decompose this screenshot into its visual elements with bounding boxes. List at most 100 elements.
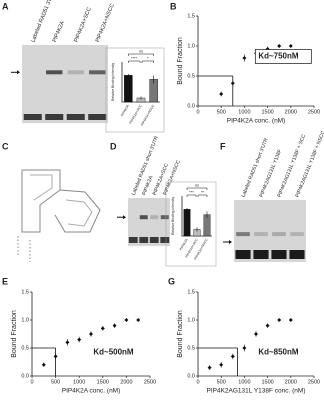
- lane-label: PIP4K2A: [52, 20, 66, 43]
- x-tick-label: PIP4K2A+NSCC: [140, 103, 156, 126]
- y-tick-label: 1.0: [21, 317, 29, 323]
- x-axis-label: PIP4K2A conc. (nM): [227, 118, 286, 125]
- gel-band: [88, 114, 107, 120]
- band-arrow-head: [123, 215, 126, 220]
- gel-band: [139, 215, 148, 220]
- structure-outline: [21, 169, 61, 233]
- y-axis-label: Relative Binding Intensity: [171, 197, 175, 235]
- significance-bracket: [128, 60, 141, 63]
- data-point: [230, 354, 235, 359]
- y-tick-label: 0.0: [187, 373, 195, 379]
- significance-label: ns: [195, 183, 199, 188]
- x-tick-label: 500: [51, 379, 60, 385]
- significance-bracket: [186, 187, 208, 190]
- x-tick-label: 1500: [261, 109, 273, 115]
- x-tick-label: 0: [30, 379, 33, 385]
- data-point: [265, 323, 270, 328]
- data-point: [277, 318, 282, 322]
- gel-band: [46, 70, 63, 75]
- data-point: [242, 56, 247, 60]
- gel-band: [160, 215, 169, 220]
- y-tick-label: 1.5: [187, 289, 195, 295]
- axis: [121, 62, 160, 103]
- significance-bracket: [186, 194, 197, 197]
- significance-label: ns: [139, 49, 143, 54]
- x-tick-label: 2000: [285, 109, 297, 115]
- data-point: [65, 340, 70, 345]
- bar: [124, 75, 133, 103]
- x-axis-label: PIP4K2AG131L Y138F conc. (nM): [207, 388, 306, 395]
- data-point: [89, 332, 93, 336]
- panel-label: F: [220, 141, 226, 151]
- significance-label: ***: [189, 190, 194, 195]
- gel: [22, 45, 108, 123]
- rna-structure: [17, 169, 101, 262]
- axis: [181, 196, 212, 237]
- significance-label: ****: [131, 56, 138, 61]
- y-axis-label: Relative Binding Intensity: [111, 63, 115, 101]
- gel-band: [253, 250, 269, 259]
- lane-label: PIP4K2A+NSCC: [95, 3, 116, 43]
- annotation-box: [254, 49, 312, 64]
- data-point: [219, 92, 224, 96]
- gel-band: [236, 232, 250, 237]
- y-axis-label: Bound Fraction: [177, 37, 184, 85]
- gel-band: [66, 114, 85, 120]
- y-tick-label: 0.0: [187, 103, 195, 109]
- y-tick-label: 1.0: [187, 43, 195, 49]
- y-axis-label: Bound Fraction: [177, 310, 184, 358]
- x-tick-label: 500: [217, 109, 226, 115]
- gel-band: [67, 70, 84, 75]
- x-tick-label: 0: [196, 379, 199, 385]
- significance-label: *: [147, 56, 149, 61]
- x-tick-label: PIP4K2A: [120, 103, 130, 117]
- data-point: [288, 318, 293, 322]
- data-point: [207, 365, 212, 370]
- gel-band: [289, 250, 305, 259]
- data-point: [136, 318, 141, 322]
- x-tick-label: 0: [196, 109, 199, 115]
- gel-band: [254, 232, 268, 237]
- structure-outline: [54, 189, 101, 233]
- y-tick-label: 1.5: [187, 13, 195, 19]
- gel-band: [272, 232, 286, 237]
- x-tick-label: 500: [217, 379, 226, 385]
- data-point: [112, 323, 117, 328]
- gel-band: [150, 215, 159, 220]
- x-tick-label: 1000: [238, 379, 250, 385]
- y-tick-label: 0.5: [187, 73, 195, 79]
- x-tick-label: PIP4K2A: [179, 237, 189, 251]
- data-point: [100, 326, 105, 331]
- panel-label: A: [2, 1, 9, 11]
- panel-label: B: [170, 1, 177, 11]
- data-point: [230, 81, 235, 86]
- annotation: Kd~750nM: [258, 52, 299, 61]
- data-point: [254, 332, 258, 336]
- data-point: [77, 337, 82, 342]
- significance-bracket: [197, 194, 208, 197]
- band-arrow-head: [229, 240, 232, 244]
- data-point: [41, 362, 46, 367]
- x-tick-label: 2000: [120, 379, 132, 385]
- band-arrow-head: [17, 70, 20, 75]
- gel-band: [23, 114, 42, 120]
- data-point: [242, 346, 247, 350]
- panel-label: C: [2, 141, 9, 151]
- bar: [183, 209, 191, 237]
- y-tick-label: 0.0: [21, 373, 29, 379]
- significance-bracket: [141, 60, 154, 63]
- lane-label: PIP4K2A+SCC: [73, 7, 92, 44]
- inset-frame: [105, 47, 165, 133]
- panel-label: G: [168, 276, 175, 286]
- y-tick-label: 0.5: [187, 345, 195, 351]
- panel-label: E: [2, 276, 8, 286]
- x-tick-label: 1000: [238, 109, 250, 115]
- gel-band: [89, 70, 106, 75]
- y-tick-label: 1.5: [21, 289, 29, 295]
- x-axis-label: PIP4K2A conc. (nM): [62, 388, 121, 395]
- y-tick-label: 1.0: [187, 317, 195, 323]
- data-point: [124, 318, 129, 322]
- data-point: [219, 362, 224, 367]
